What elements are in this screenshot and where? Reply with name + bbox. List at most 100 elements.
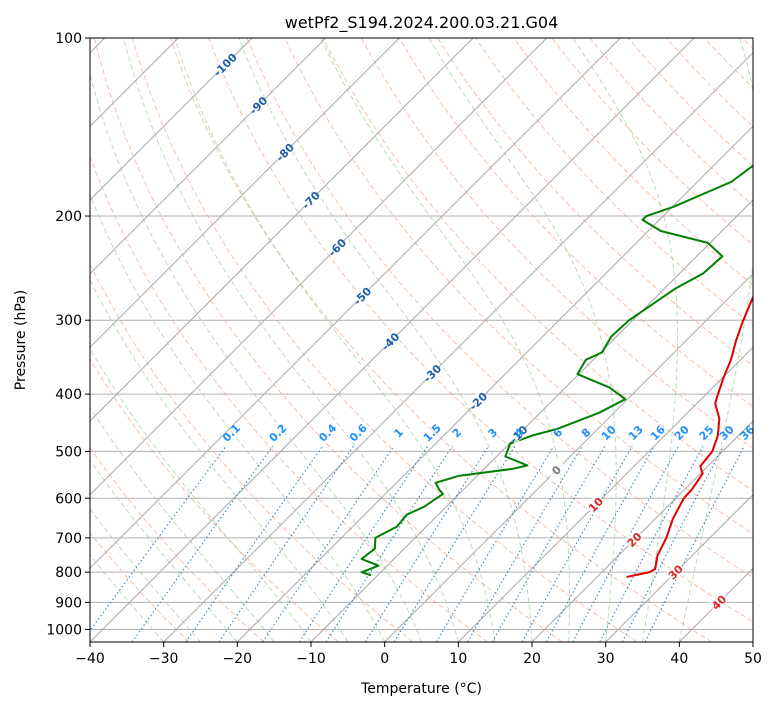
isotherm-label-bg [325, 236, 348, 258]
isotherm-label-bg [707, 591, 729, 613]
x-tick-label: −20 [223, 651, 253, 667]
y-tick-label: 800 [55, 565, 82, 581]
x-tick-label: 0 [380, 651, 389, 667]
dry-adiabat [170, 38, 713, 642]
mixing-ratio-line [325, 445, 453, 642]
isotherm-label-bg [420, 362, 443, 384]
isotherm [605, 493, 753, 642]
y-tick-label: 200 [55, 209, 82, 225]
isotherm [310, 199, 753, 642]
dry-adiabat [589, 38, 753, 206]
isotherm [457, 346, 753, 642]
dry-adiabat [475, 38, 753, 326]
mixing-ratio-label: 1 [391, 426, 406, 441]
y-tick-label: 400 [55, 387, 82, 403]
isotherm-label-bg [213, 53, 236, 75]
moist-adiabat [90, 193, 386, 642]
dry-adiabat [437, 38, 753, 367]
isotherm-label-bg [299, 188, 321, 211]
moist-adiabat [174, 38, 496, 642]
isotherm [752, 641, 753, 642]
dry-adiabat [90, 531, 190, 642]
mixing-ratio-label: 0.1 [220, 422, 243, 445]
mixing-ratio-line [364, 445, 489, 642]
moist-adiabat [90, 347, 312, 642]
mixing-ratio-label: 25 [697, 423, 717, 443]
moist-adiabat [90, 72, 422, 642]
y-axis-label: Pressure (hPa) [13, 290, 29, 390]
mixing-ratio-line [298, 445, 429, 642]
isotherm-label: -80 [274, 141, 297, 164]
y-tick-label: 100 [55, 31, 82, 47]
dry-adiabat [93, 38, 563, 642]
y-tick-label: 700 [55, 531, 82, 547]
mixing-ratio-line [467, 445, 583, 642]
isotherm-label: -30 [421, 362, 444, 385]
mixing-ratio-lines [90, 445, 745, 642]
dry-adiabat [90, 262, 414, 642]
plot-area: -100-90-80-70-60-50-40-30-20-10010203040… [90, 38, 753, 642]
isotherm [163, 51, 753, 642]
dry-adiabat [90, 155, 488, 642]
isotherm-label-bg [622, 528, 645, 550]
moist-adiabat [572, 38, 679, 642]
y-tick-label: 300 [55, 313, 82, 329]
isotherm-label-bg [584, 493, 606, 515]
isotherm [678, 567, 753, 642]
x-axis-label: Temperature (°C) [360, 681, 482, 697]
isotherms [90, 38, 753, 642]
dry-adiabat [90, 446, 264, 642]
dry-adiabat [360, 38, 753, 450]
dry-adiabat [284, 38, 753, 535]
moist-adiabat [238, 38, 533, 642]
x-tick-label: −30 [149, 651, 179, 667]
isotherm [90, 38, 400, 349]
isotherm-label: -90 [247, 94, 270, 117]
isotherm-label: -20 [467, 390, 490, 413]
y-tick-label: 1000 [46, 622, 82, 638]
mixing-ratio-label: 0.4 [316, 421, 339, 444]
mixing-ratio-label: 13 [626, 423, 646, 443]
dry-adiabat [665, 38, 753, 128]
isotherm [90, 38, 253, 201]
mixing-ratio-label: 0.2 [267, 422, 290, 445]
x-tick-label: 30 [597, 651, 615, 667]
sounding-profiles [360, 164, 753, 578]
isotherm-label: 30 [666, 562, 686, 582]
plot-frame [89, 37, 754, 643]
mixing-ratio-line [131, 445, 274, 642]
chart-title: wetPf2_S194.2024.200.03.21.G04 [285, 13, 559, 33]
isotherm [236, 125, 753, 642]
x-tick-label: 10 [449, 651, 467, 667]
x-tick-label: 20 [523, 651, 541, 667]
mixing-ratio-line [435, 445, 555, 642]
isotherm-label-bg [246, 94, 269, 116]
dry-adiabat [131, 38, 638, 642]
moist-adiabat [90, 278, 349, 642]
isotherm-label-bg [351, 284, 373, 306]
isotherm [90, 38, 327, 275]
isotherm [90, 38, 548, 496]
moist-adiabat [428, 38, 617, 642]
isotherm-label-bg [379, 330, 401, 352]
mixing-ratio-label: 1.5 [421, 422, 444, 445]
moist-adiabats [90, 38, 753, 642]
dry-adiabat [513, 38, 753, 286]
sounding-line [360, 164, 753, 577]
mixing-ratio-line [644, 445, 745, 642]
pressure-gridlines [90, 38, 753, 630]
x-tick-label: 40 [670, 651, 688, 667]
mixing-ratio-line [185, 445, 324, 642]
isotherm [90, 38, 621, 570]
moist-adiabat [90, 459, 238, 642]
y-tick-label: 600 [55, 491, 82, 507]
mixing-ratio-labels: 0.1 0.2 0.4 0.6 1 1.5 2 3 4 6 8 10 13 16 20 25 30 36 [220, 421, 753, 445]
mixing-ratio-line [218, 445, 354, 642]
mixing-ratio-line [262, 445, 395, 642]
isotherm-label-bg [507, 423, 529, 445]
mixing-ratio-line [621, 445, 725, 642]
x-tick-label: −10 [296, 651, 326, 667]
dry-adiabat [742, 38, 753, 50]
dry-adiabat [703, 38, 753, 89]
